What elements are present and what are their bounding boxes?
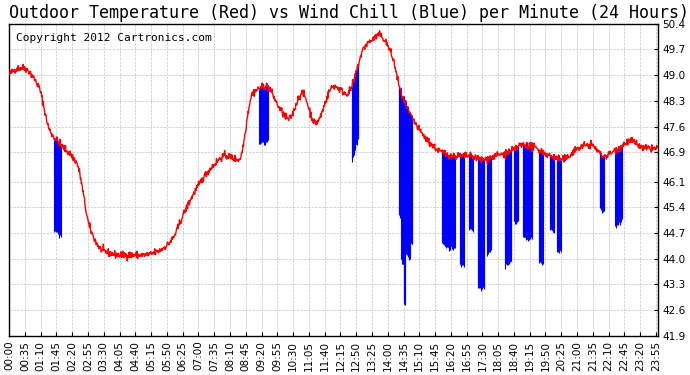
Text: Outdoor Temperature (Red) vs Wind Chill (Blue) per Minute (24 Hours) 20120425: Outdoor Temperature (Red) vs Wind Chill … (9, 4, 690, 22)
Text: Copyright 2012 Cartronics.com: Copyright 2012 Cartronics.com (16, 33, 211, 43)
